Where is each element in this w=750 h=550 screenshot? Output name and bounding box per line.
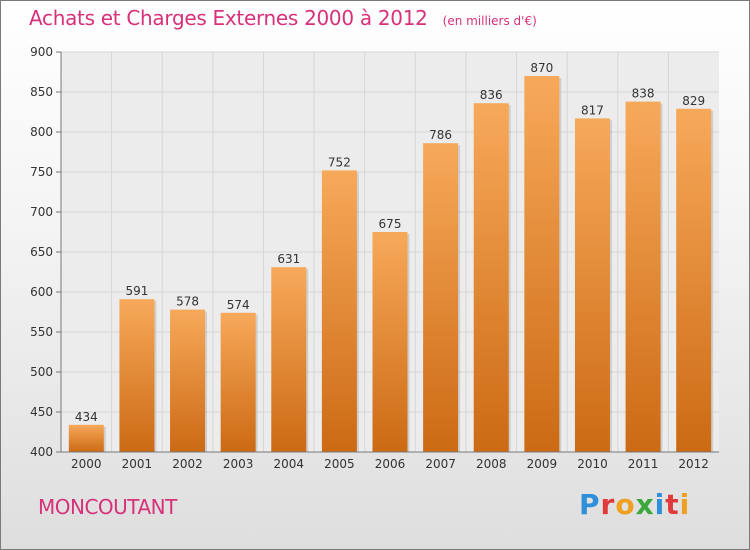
x-tick-label: 2001 [122, 457, 153, 471]
title-row: Achats et Charges Externes 2000 à 2012 (… [29, 6, 537, 30]
chart-unit-note: (en milliers d'€) [442, 14, 537, 28]
data-label: 578 [176, 295, 199, 309]
bar-2011 [625, 101, 661, 452]
x-tick-label: 2002 [172, 457, 203, 471]
data-label: 574 [227, 298, 250, 312]
bars: 434 591 578 574 631 752 675 786 836 870 817 838 829 [68, 61, 714, 453]
brand-logo: Proxiti [579, 488, 690, 521]
y-tick-label: 850 [30, 85, 53, 99]
data-label: 836 [480, 88, 503, 102]
chart-title: Achats et Charges Externes 2000 à 2012 [29, 6, 428, 30]
bar-2007 [423, 143, 459, 452]
y-tick-label: 650 [30, 245, 53, 259]
bar-2005 [321, 170, 357, 452]
bar-2004 [271, 267, 307, 452]
y-tick-label: 700 [30, 205, 53, 219]
bar-2009 [524, 76, 560, 452]
brand-letter: x [635, 488, 655, 521]
brand-letter: t [665, 488, 680, 521]
brand-letter: o [615, 488, 636, 521]
bar-2001 [119, 299, 155, 452]
y-tick-label: 550 [30, 325, 53, 339]
bar-2012 [676, 108, 712, 453]
x-tick-label: 2007 [425, 457, 456, 471]
y-tick-label: 900 [30, 45, 53, 59]
brand-letter: i [679, 488, 691, 521]
bar-2003 [220, 312, 256, 452]
data-label: 786 [429, 128, 452, 142]
bar-2006 [372, 232, 408, 452]
data-label: 870 [530, 61, 553, 75]
x-tick-label: 2004 [273, 457, 304, 471]
data-label: 752 [328, 155, 351, 169]
x-tick-label: 2003 [223, 457, 254, 471]
bar-2010 [574, 118, 610, 453]
x-tick-label: 2008 [476, 457, 507, 471]
y-tick-label: 750 [30, 165, 53, 179]
axes: 400 450 500 550 600 650 700 750 800 850 900 2000 200… [30, 45, 719, 471]
x-tick-label: 2005 [324, 457, 355, 471]
brand-letter: P [579, 488, 601, 521]
data-label: 817 [581, 103, 604, 117]
y-tick-label: 800 [30, 125, 53, 139]
data-label: 631 [277, 252, 300, 266]
data-label: 838 [632, 87, 655, 101]
data-label: 591 [125, 284, 148, 298]
data-label: 829 [682, 94, 705, 108]
y-tick-label: 450 [30, 405, 53, 419]
bar-2002 [170, 309, 206, 452]
y-tick-label: 500 [30, 365, 53, 379]
brand-letter: i [654, 488, 666, 521]
x-tick-label: 2011 [628, 457, 659, 471]
x-tick-label: 2010 [577, 457, 608, 471]
x-tick-label: 2000 [71, 457, 102, 471]
y-tick-label: 600 [30, 285, 53, 299]
brand-letter: r [600, 488, 616, 521]
x-tick-label: 2009 [527, 457, 558, 471]
place-name: MONCOUTANT [38, 495, 177, 519]
data-label: 675 [379, 217, 402, 231]
y-tick-label: 400 [30, 445, 53, 459]
x-tick-label: 2006 [375, 457, 406, 471]
bar-2000 [68, 424, 104, 452]
data-label: 434 [75, 410, 98, 424]
bar-2008 [473, 103, 509, 452]
x-tick-label: 2012 [678, 457, 709, 471]
